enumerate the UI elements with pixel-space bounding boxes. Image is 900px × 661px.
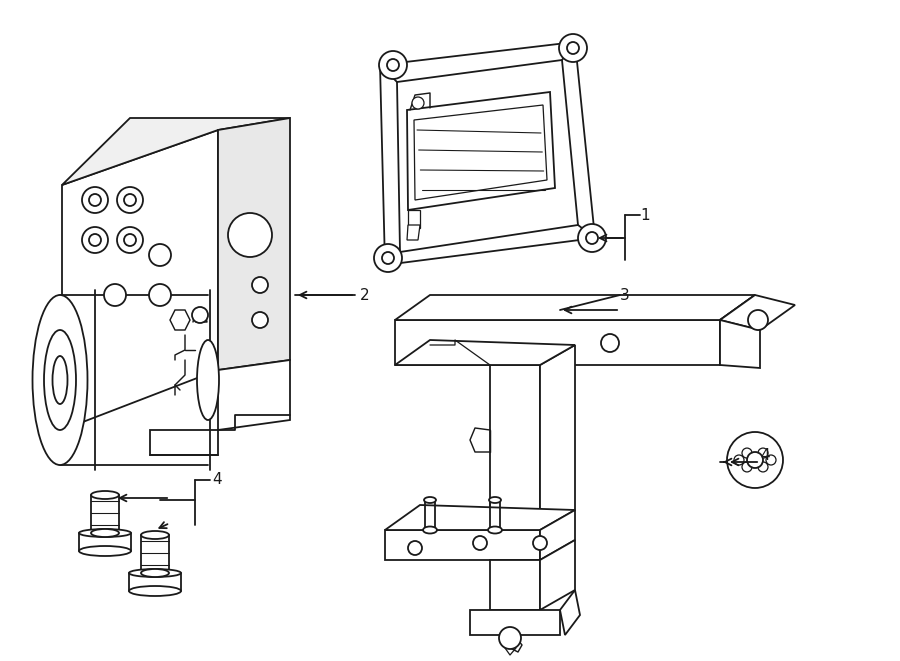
Ellipse shape — [141, 531, 169, 539]
Circle shape — [192, 307, 208, 323]
Text: 1: 1 — [640, 208, 650, 223]
Circle shape — [748, 310, 768, 330]
Polygon shape — [540, 510, 575, 560]
Circle shape — [236, 221, 264, 249]
Circle shape — [89, 234, 101, 246]
Circle shape — [734, 455, 744, 465]
Polygon shape — [150, 430, 218, 455]
Ellipse shape — [91, 529, 119, 537]
Circle shape — [747, 452, 763, 468]
Ellipse shape — [141, 569, 169, 577]
Text: 3: 3 — [620, 288, 630, 303]
Polygon shape — [170, 310, 190, 330]
Polygon shape — [414, 105, 547, 200]
Circle shape — [559, 34, 587, 62]
Polygon shape — [218, 118, 290, 370]
Circle shape — [601, 334, 619, 352]
Ellipse shape — [32, 295, 87, 465]
Ellipse shape — [129, 586, 181, 596]
Polygon shape — [540, 540, 575, 610]
Polygon shape — [62, 118, 290, 185]
Polygon shape — [395, 340, 575, 365]
Polygon shape — [380, 42, 595, 265]
Circle shape — [727, 432, 783, 488]
Circle shape — [567, 42, 579, 54]
Polygon shape — [385, 505, 575, 530]
Circle shape — [374, 244, 402, 272]
Circle shape — [533, 536, 547, 550]
Circle shape — [387, 59, 399, 71]
Circle shape — [766, 455, 776, 465]
Ellipse shape — [197, 340, 219, 420]
Circle shape — [117, 227, 143, 253]
Circle shape — [149, 284, 171, 306]
Ellipse shape — [79, 546, 131, 556]
Ellipse shape — [91, 491, 119, 499]
Text: 4: 4 — [760, 447, 770, 463]
Polygon shape — [407, 92, 555, 210]
Circle shape — [586, 232, 598, 244]
Polygon shape — [720, 295, 755, 365]
Circle shape — [82, 187, 108, 213]
Circle shape — [149, 244, 171, 266]
Circle shape — [117, 187, 143, 213]
Polygon shape — [62, 130, 218, 430]
Polygon shape — [560, 590, 580, 635]
Polygon shape — [408, 210, 420, 228]
Circle shape — [104, 284, 126, 306]
Circle shape — [82, 227, 108, 253]
Ellipse shape — [44, 330, 76, 430]
Ellipse shape — [489, 497, 501, 503]
Circle shape — [578, 224, 606, 252]
Polygon shape — [720, 320, 760, 368]
Polygon shape — [540, 345, 575, 530]
Polygon shape — [490, 365, 540, 530]
Text: 4: 4 — [212, 473, 221, 488]
Polygon shape — [397, 60, 578, 252]
Text: 2: 2 — [360, 288, 370, 303]
Circle shape — [473, 536, 487, 550]
Circle shape — [742, 462, 752, 472]
Circle shape — [252, 312, 268, 328]
Polygon shape — [470, 610, 560, 635]
Ellipse shape — [129, 569, 181, 577]
Circle shape — [412, 97, 424, 109]
Circle shape — [758, 462, 768, 472]
Polygon shape — [395, 295, 755, 320]
Circle shape — [124, 234, 136, 246]
Circle shape — [758, 448, 768, 458]
Ellipse shape — [52, 356, 68, 404]
Polygon shape — [720, 295, 795, 330]
Circle shape — [228, 213, 272, 257]
Polygon shape — [385, 530, 540, 560]
Circle shape — [124, 194, 136, 206]
Polygon shape — [218, 360, 290, 430]
Ellipse shape — [488, 527, 502, 533]
Polygon shape — [395, 320, 720, 365]
Circle shape — [379, 51, 407, 79]
Ellipse shape — [423, 527, 437, 533]
Circle shape — [252, 277, 268, 293]
Circle shape — [408, 541, 422, 555]
Ellipse shape — [424, 497, 436, 503]
Polygon shape — [407, 225, 420, 240]
Circle shape — [382, 252, 394, 264]
Circle shape — [499, 627, 521, 649]
Circle shape — [89, 194, 101, 206]
Polygon shape — [490, 560, 540, 610]
Ellipse shape — [79, 529, 131, 537]
Circle shape — [742, 448, 752, 458]
